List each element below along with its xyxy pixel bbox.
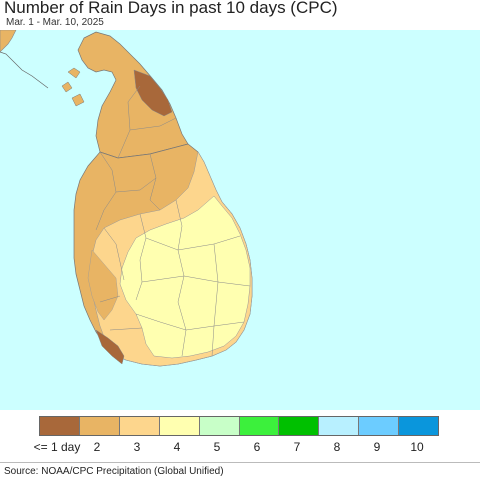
legend-label: 8 (333, 440, 341, 454)
rain-zone-le1-south (95, 329, 125, 365)
india-coast (0, 30, 17, 53)
legend-swatch (159, 417, 200, 435)
legend-label: 5 (213, 440, 221, 454)
legend-swatch (40, 417, 80, 435)
legend-label: 3 (133, 440, 141, 454)
legend-labels: <= 1 day 2 3 4 5 6 7 8 9 10 (34, 440, 439, 454)
legend-label: 6 (253, 440, 261, 454)
legend-swatch (199, 417, 240, 435)
legend-swatch (79, 417, 120, 435)
source-note: Source: NOAA/CPC Precipitation (Global U… (0, 462, 480, 480)
legend-swatch (239, 417, 280, 435)
small-island (71, 93, 85, 107)
legend-swatch (319, 417, 360, 435)
rain-zone-2-southwest (87, 249, 119, 321)
legend-swatch (279, 417, 320, 435)
legend-label: <= 1 day (33, 440, 81, 454)
legend-label: 7 (293, 440, 301, 454)
map-subtitle: Mar. 1 - Mar. 10, 2025 (6, 17, 104, 28)
small-island (61, 81, 73, 93)
legend-label: 10 (410, 440, 424, 454)
legend-swatch (399, 417, 439, 435)
legend-label: 2 (93, 440, 101, 454)
small-island (67, 67, 81, 79)
india-coast-rim (0, 51, 49, 89)
district-boundaries (95, 85, 251, 357)
legend-label: 4 (173, 440, 181, 454)
rain-zone-le1-north (133, 69, 173, 117)
legend-swatch (119, 417, 160, 435)
legend-bar (39, 416, 439, 436)
rain-days-map (0, 30, 480, 410)
sea-background (0, 30, 480, 410)
rain-zone-4-center (119, 195, 251, 359)
legend-swatch (359, 417, 400, 435)
legend-label: 9 (373, 440, 381, 454)
map-title: Number of Rain Days in past 10 days (CPC… (4, 0, 338, 17)
